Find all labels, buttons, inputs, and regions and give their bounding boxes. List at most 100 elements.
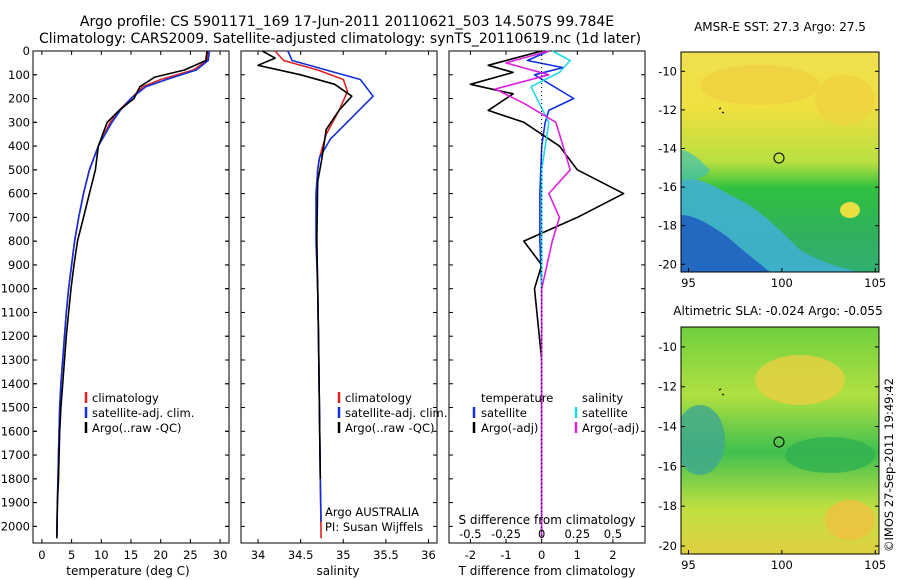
s-diff-tick-label: -0.25 (491, 527, 521, 541)
salinity-x-label: salinity (316, 564, 359, 578)
lat-tick-label: -16 (658, 180, 677, 194)
salinity-note-line-2: PI: Susan Wijffels (325, 520, 423, 534)
x-tick-label: -2 (465, 548, 476, 562)
legend-label-s-satellite: satellite (582, 406, 628, 420)
salinity-panel-frame (240, 50, 438, 544)
sst-yellow-patch (840, 202, 860, 218)
s-diff-tick-label: 0 (538, 527, 545, 541)
legend-label-satellite: satellite-adj. clim. (345, 406, 447, 420)
legend-salinity-header: salinity (582, 391, 623, 405)
x-tick-label: 15 (124, 548, 139, 562)
lat-tick-label: -10 (658, 64, 677, 78)
sst-cold-core (681, 215, 770, 272)
s-diff-tick-label: -0.5 (459, 527, 481, 541)
depth-tick-label: 300 (8, 115, 30, 129)
depth-tick-label: 1600 (1, 424, 30, 438)
legend-label-argo: Argo(..raw -QC) (345, 421, 435, 435)
series-line-climatology (274, 50, 349, 539)
lon-tick-label: 100 (771, 276, 793, 290)
legend-label-satellite: satellite-adj. clim. (92, 406, 194, 420)
depth-tick-label: 1700 (1, 448, 30, 462)
difference-panel-frame (448, 50, 646, 544)
sst-map-title: AMSR-E SST: 27.3 Argo: 27.5 (694, 20, 866, 34)
temperature-panel-frame (32, 50, 230, 544)
sla-high-patch (825, 500, 875, 540)
depth-tick-label: 1900 (1, 496, 30, 510)
figure-title-line-2: Climatology: CARS2009. Satellite-adjuste… (39, 31, 641, 47)
float-track-marker (718, 388, 725, 396)
series-line-argo-raw-qc (257, 50, 353, 479)
x-tick-label: 5 (68, 548, 75, 562)
legend-label-t-argo: Argo(-adj) (481, 421, 538, 435)
lon-tick-label: 95 (681, 276, 696, 290)
legend-label-climatology: climatology (92, 391, 159, 405)
sst-map: AMSR-E SST: 27.3 Argo: 27.5 -10 -12 -14 -16… (658, 20, 886, 290)
series-line-climatology (56, 50, 209, 539)
sla-low-patch (785, 437, 875, 473)
series-line-salinity-argo-adj (494, 50, 572, 539)
depth-tick-label: 1800 (1, 472, 30, 486)
depth-tick-label: 900 (8, 258, 30, 272)
lat-tick-label: -14 (658, 420, 677, 434)
legend-label-argo: Argo(..raw -QC) (92, 421, 182, 435)
temperature-panel: 0 5 10 15 20 25 30 (33, 50, 229, 562)
x-tick-label: 0 (538, 548, 545, 562)
depth-tick-label: 800 (8, 234, 30, 248)
sla-map-frame (680, 326, 880, 555)
x-tick-label: 34 (251, 548, 266, 562)
legend-temperature-header: temperature (481, 391, 553, 405)
float-track-marker (718, 107, 725, 114)
salinity-note-line-1: Argo AUSTRALIA (325, 505, 419, 519)
s-diff-tick-label: 0.5 (604, 527, 622, 541)
lat-tick-label: -14 (658, 141, 677, 155)
sst-map-frame (680, 51, 880, 273)
sla-high-patch (755, 355, 845, 405)
depth-tick-label: 1400 (1, 377, 30, 391)
salinity-legend: climatology satellite-adj. clim. Argo(..… (337, 391, 447, 435)
lon-tick-label: 105 (864, 276, 886, 290)
lat-tick-label: -18 (658, 499, 677, 513)
series-line-salinity-satellite (530, 50, 572, 539)
legend-label-climatology: climatology (345, 391, 412, 405)
figure-title-line-1: Argo profile: CS 5901171_169 17-Jun-2011… (80, 14, 614, 30)
x-tick-label: 36 (421, 548, 436, 562)
x-tick-label: 25 (183, 548, 198, 562)
sla-map: Altimetric SLA: -0.024 Argo: -0.055 -10-… (658, 304, 886, 572)
series-line-argo-adj (469, 50, 625, 539)
credit-stamp: ©IMOS 27-Sep-2011 19:49:42 (882, 378, 896, 552)
depth-tick-label: 0 (23, 44, 30, 58)
lat-tick-label: -12 (658, 103, 677, 117)
s-diff-tick-label: 0.25 (564, 527, 590, 541)
x-tick-label: 35 (336, 548, 351, 562)
lat-tick-label: -20 (658, 257, 677, 271)
sla-map-title: Altimetric SLA: -0.024 Argo: -0.055 (673, 304, 882, 318)
float-position-marker (773, 436, 785, 448)
lon-tick-label: 105 (864, 558, 886, 572)
salinity-panel: 34 34.5 35 35.5 36 (241, 50, 437, 562)
lat-tick-label: -18 (658, 219, 677, 233)
sst-map-axes: -10 -12 -14 -16 -18 -20 95 100 105 (658, 64, 886, 290)
difference-panel: -2 -1 0 1 2 -0.5 -0.25 0 0.25 0.5 (449, 50, 645, 562)
depth-tick-label: 1200 (1, 329, 30, 343)
depth-tick-label: 700 (8, 210, 30, 224)
depth-tick-label: 1100 (1, 305, 30, 319)
legend-label-t-satellite: satellite (481, 406, 527, 420)
lon-tick-label: 95 (681, 558, 696, 572)
sla-low-patch (681, 405, 725, 475)
lat-tick-label: -20 (658, 539, 677, 553)
difference-x-label: T difference from climatology (458, 564, 636, 578)
series-line-argo-raw-qc (56, 50, 208, 539)
depth-tick-label: 2000 (1, 519, 30, 533)
depth-tick-label: 1500 (1, 401, 30, 415)
x-tick-label: 2 (609, 548, 616, 562)
depth-tick-label: 100 (8, 68, 30, 82)
sla-map-axes: -10 -12 -14 -16 -18 -20 95 100 105 (658, 340, 886, 572)
x-tick-label: 35.5 (373, 548, 399, 562)
series-line-satellite-adj-clim (56, 50, 211, 539)
depth-tick-label: 1300 (1, 353, 30, 367)
difference-legend: temperature satellite Argo(-adj) salinit… (472, 391, 639, 435)
depth-tick-label: 1000 (1, 282, 30, 296)
depth-axis: 0 100 200 300 400 500 600 700 800 900 1000 1100 1200… (1, 44, 229, 533)
x-tick-label: 10 (94, 548, 109, 562)
